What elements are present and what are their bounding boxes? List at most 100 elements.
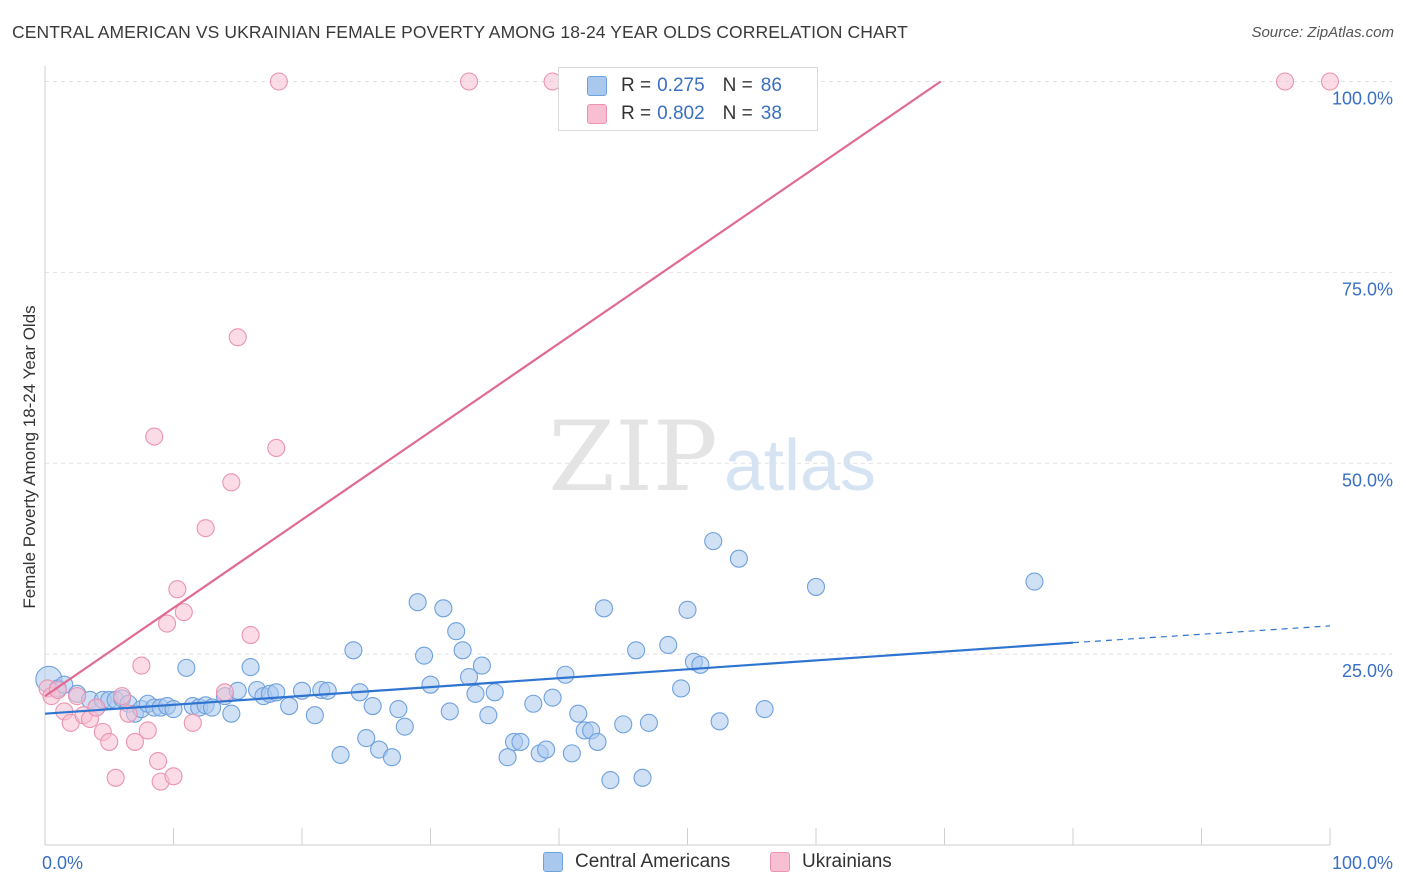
data-point [627,641,646,660]
trend-lines [44,80,1331,715]
series-legend: Central Americans Ukrainians [0,851,1406,877]
data-point [331,745,350,764]
data-point [562,744,581,763]
data-point [447,622,466,641]
data-point [479,706,498,725]
data-point [100,732,119,751]
axes [44,66,1331,846]
data-point [228,328,247,347]
data-point [710,712,729,731]
data-point [196,519,215,538]
data-point [485,683,504,702]
data-point [1320,72,1340,91]
data-point [524,694,543,713]
legend-item-ukrainians[interactable]: Ukrainians [770,851,892,873]
data-point [806,577,826,596]
data-point [164,767,183,786]
data-point [125,732,144,751]
x-tick-label: 100.0% [1332,853,1393,873]
data-point [395,717,414,736]
legend-r-value: 0.275 [657,75,705,96]
legend-swatch-blue [587,76,607,96]
data-point [305,706,324,725]
tick-labels: 25.0% 50.0% 75.0% 100.0% 0.0% 100.0% [42,89,1393,874]
data-point [594,599,614,618]
data-point [222,473,241,492]
data-point [132,656,151,675]
data-point [543,688,562,707]
data-point [537,740,556,759]
data-point [556,665,575,684]
data-point [421,675,440,694]
legend-swatch-pink [770,852,790,872]
data-point [106,768,125,787]
series-central-americans [35,532,1044,790]
legend-n-value: 38 [760,103,782,124]
trend-line-ukrainians [44,80,942,698]
data-point [363,696,382,716]
data-point [639,713,659,732]
legend-r-label: R = [621,103,652,124]
data-point [434,599,453,618]
data-point [357,729,376,748]
data-point [269,72,288,91]
legend-r-value: 0.802 [657,103,705,124]
y-axis-label: Female Poverty Among 18-24 Year Olds [20,305,39,609]
legend-row-central-americans: R = 0.275 N = 86 [587,72,782,100]
legend-row-ukrainians: R = 0.802 N = 38 [587,100,782,128]
data-point [113,687,132,706]
watermark-atlas: atlas [724,426,876,506]
data-point [87,698,106,717]
data-point [241,625,260,645]
data-point [672,679,691,698]
legend-label: Central Americans [575,851,731,872]
watermark-zip: ZIP [548,401,717,513]
legend-item-central-americans[interactable]: Central Americans [543,851,730,873]
data-point [168,580,187,599]
y-tick-label: 25.0% [1342,661,1393,681]
data-point [659,635,678,655]
data-point [704,532,723,551]
legend-n-label: N = [722,75,753,96]
data-point [729,549,748,568]
data-point [222,704,241,723]
data-point [318,681,337,700]
data-point [466,684,485,703]
legend-n-label: N = [722,103,753,124]
legend-n-value: 86 [760,75,782,96]
data-point [267,438,286,458]
data-point [145,427,164,446]
correlation-legend: R = 0.275 N = 86 R = 0.802 N = 38 [558,67,818,131]
data-point [1025,572,1044,591]
data-point [48,680,67,700]
data-point [241,658,260,677]
data-point [453,641,472,660]
data-point [459,667,479,687]
x-tick-label: 0.0% [42,853,83,873]
data-point [215,683,234,702]
data-point [678,600,697,619]
chart-title: CENTRAL AMERICAN VS UKRAINIAN FEMALE POV… [12,22,908,42]
data-point [183,713,202,732]
data-point [149,751,168,771]
source-label: Source: ZipAtlas.com [1251,24,1394,41]
data-point [344,641,363,660]
legend-swatch-pink [587,104,607,124]
data-point [68,687,87,706]
data-point [174,603,193,622]
data-point [569,704,588,723]
data-point [498,748,517,767]
data-point [588,732,607,751]
data-point [601,771,620,790]
data-point [633,768,652,787]
data-point [415,646,434,665]
data-point [755,700,774,719]
data-point [472,656,491,675]
legend-r-label: R = [621,75,652,96]
data-point [119,704,138,723]
data-point [177,658,196,677]
data-point [138,721,157,740]
data-point [691,655,710,674]
trend-line-extension [1072,625,1331,644]
